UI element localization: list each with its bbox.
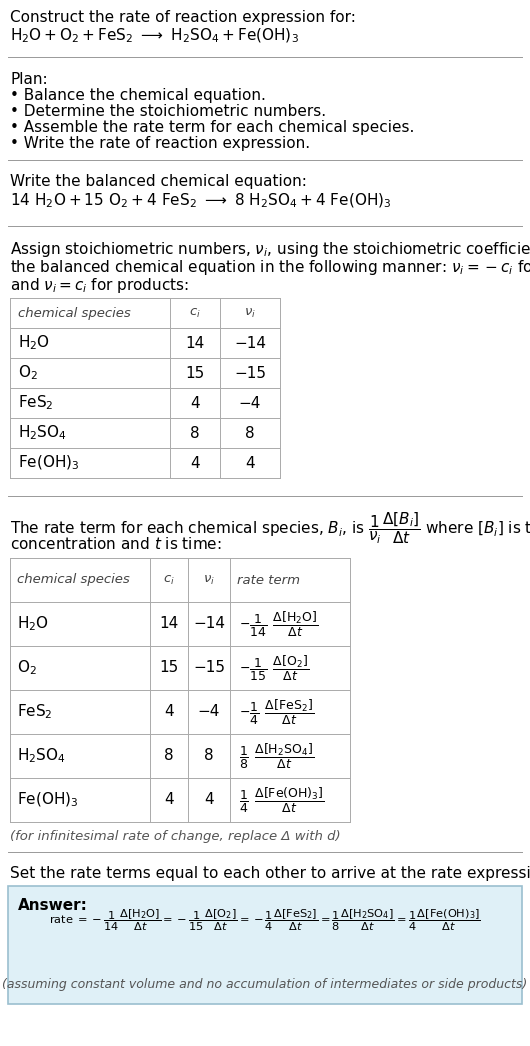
Text: 14: 14 xyxy=(160,616,179,632)
Text: $\dfrac{1}{4}$ $\,$$\dfrac{\Delta[\mathrm{Fe(OH)_3}]}{\Delta t}$: $\dfrac{1}{4}$ $\,$$\dfrac{\Delta[\mathr… xyxy=(239,786,325,815)
Text: Set the rate terms equal to each other to arrive at the rate expression:: Set the rate terms equal to each other t… xyxy=(10,866,530,881)
Text: $\nu_i$: $\nu_i$ xyxy=(244,306,256,319)
Text: $\mathrm{H_2O + O_2 + FeS_2 \ \longrightarrow \ H_2SO_4 + Fe(OH)_3}$: $\mathrm{H_2O + O_2 + FeS_2 \ \longright… xyxy=(10,27,299,45)
Text: Answer:: Answer: xyxy=(18,899,88,913)
Text: Assign stoichiometric numbers, $\nu_i$, using the stoichiometric coefficients, $: Assign stoichiometric numbers, $\nu_i$, … xyxy=(10,240,530,259)
Text: $\mathrm{FeS_2}$: $\mathrm{FeS_2}$ xyxy=(17,703,52,722)
Text: $\mathrm{Fe(OH)_3}$: $\mathrm{Fe(OH)_3}$ xyxy=(17,791,78,810)
Text: • Assemble the rate term for each chemical species.: • Assemble the rate term for each chemic… xyxy=(10,120,414,135)
Text: 4: 4 xyxy=(190,455,200,471)
Text: Construct the rate of reaction expression for:: Construct the rate of reaction expressio… xyxy=(10,10,356,25)
Text: −15: −15 xyxy=(193,660,225,676)
Text: −14: −14 xyxy=(193,616,225,632)
Text: the balanced chemical equation in the following manner: $\nu_i = -c_i$ for react: the balanced chemical equation in the fo… xyxy=(10,258,530,277)
Text: 4: 4 xyxy=(204,793,214,808)
Text: $\nu_i$: $\nu_i$ xyxy=(203,573,215,587)
Text: $\mathrm{Fe(OH)_3}$: $\mathrm{Fe(OH)_3}$ xyxy=(18,454,80,472)
Text: chemical species: chemical species xyxy=(18,306,131,319)
Text: $-\dfrac{1}{4}$ $\,$$\dfrac{\Delta[\mathrm{FeS_2}]}{\Delta t}$: $-\dfrac{1}{4}$ $\,$$\dfrac{\Delta[\math… xyxy=(239,698,314,727)
Text: rate $= -\dfrac{1}{14}\dfrac{\Delta[\mathrm{H_2O}]}{\Delta t} = -\dfrac{1}{15}\d: rate $= -\dfrac{1}{14}\dfrac{\Delta[\mat… xyxy=(49,907,481,933)
Text: $c_i$: $c_i$ xyxy=(189,306,201,319)
Text: $\mathrm{H_2SO_4}$: $\mathrm{H_2SO_4}$ xyxy=(17,747,66,766)
Text: 15: 15 xyxy=(160,660,179,676)
Text: • Write the rate of reaction expression.: • Write the rate of reaction expression. xyxy=(10,136,310,151)
Text: $\mathrm{14\ H_2O + 15\ O_2 + 4\ FeS_2 \ \longrightarrow \ 8\ H_2SO_4 + 4\ Fe(OH: $\mathrm{14\ H_2O + 15\ O_2 + 4\ FeS_2 \… xyxy=(10,192,392,210)
Text: $c_i$: $c_i$ xyxy=(163,573,175,587)
Text: $\mathrm{O_2}$: $\mathrm{O_2}$ xyxy=(17,659,37,678)
Text: • Balance the chemical equation.: • Balance the chemical equation. xyxy=(10,88,266,103)
Text: rate term: rate term xyxy=(237,573,300,587)
Text: and $\nu_i = c_i$ for products:: and $\nu_i = c_i$ for products: xyxy=(10,276,189,295)
Text: 4: 4 xyxy=(164,793,174,808)
Text: 8: 8 xyxy=(164,749,174,764)
Text: −15: −15 xyxy=(234,365,266,381)
Text: $-\dfrac{1}{14}$ $\,$$\dfrac{\Delta[\mathrm{H_2O}]}{\Delta t}$: $-\dfrac{1}{14}$ $\,$$\dfrac{\Delta[\mat… xyxy=(239,610,319,638)
Text: −4: −4 xyxy=(198,705,220,720)
FancyBboxPatch shape xyxy=(8,886,522,1004)
Text: $-\dfrac{1}{15}$ $\,$$\dfrac{\Delta[\mathrm{O_2}]}{\Delta t}$: $-\dfrac{1}{15}$ $\,$$\dfrac{\Delta[\mat… xyxy=(239,654,309,682)
Text: • Determine the stoichiometric numbers.: • Determine the stoichiometric numbers. xyxy=(10,104,326,119)
Text: Write the balanced chemical equation:: Write the balanced chemical equation: xyxy=(10,174,307,189)
Text: 4: 4 xyxy=(190,395,200,410)
Text: $\mathrm{H_2SO_4}$: $\mathrm{H_2SO_4}$ xyxy=(18,424,67,442)
Text: −4: −4 xyxy=(239,395,261,410)
Text: The rate term for each chemical species, $B_i$, is $\dfrac{1}{\nu_i}\dfrac{\Delt: The rate term for each chemical species,… xyxy=(10,510,530,546)
Text: 4: 4 xyxy=(164,705,174,720)
Text: chemical species: chemical species xyxy=(17,573,130,587)
Text: 8: 8 xyxy=(190,426,200,440)
Text: 4: 4 xyxy=(245,455,255,471)
Text: 15: 15 xyxy=(186,365,205,381)
Text: 14: 14 xyxy=(186,336,205,350)
Text: Plan:: Plan: xyxy=(10,72,48,87)
Text: $\mathrm{FeS_2}$: $\mathrm{FeS_2}$ xyxy=(18,393,54,412)
Text: concentration and $t$ is time:: concentration and $t$ is time: xyxy=(10,536,222,552)
Text: −14: −14 xyxy=(234,336,266,350)
Text: 8: 8 xyxy=(245,426,255,440)
Text: $\mathrm{H_2O}$: $\mathrm{H_2O}$ xyxy=(18,334,50,353)
Text: $\dfrac{1}{8}$ $\,$$\dfrac{\Delta[\mathrm{H_2SO_4}]}{\Delta t}$: $\dfrac{1}{8}$ $\,$$\dfrac{\Delta[\mathr… xyxy=(239,742,314,771)
Text: (for infinitesimal rate of change, replace Δ with d): (for infinitesimal rate of change, repla… xyxy=(10,829,341,843)
Text: $\mathrm{O_2}$: $\mathrm{O_2}$ xyxy=(18,364,38,383)
Text: (assuming constant volume and no accumulation of intermediates or side products): (assuming constant volume and no accumul… xyxy=(2,978,528,991)
Text: $\mathrm{H_2O}$: $\mathrm{H_2O}$ xyxy=(17,615,49,633)
Text: 8: 8 xyxy=(204,749,214,764)
